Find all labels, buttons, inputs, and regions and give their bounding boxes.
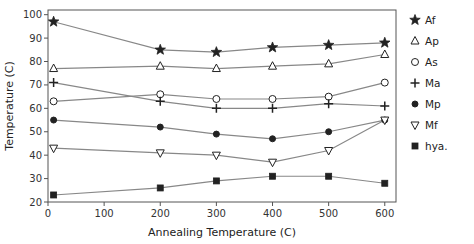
x-tick-label: 500 [319,208,338,219]
legend-label: As [425,56,438,68]
plot-data [48,16,390,198]
data-point [325,147,333,155]
x-tick [328,202,329,206]
legend-marker [412,101,418,107]
data-point [269,62,277,70]
x-tick [272,202,273,206]
data-point [212,104,221,113]
data-point [380,37,390,47]
legend-marker [411,122,419,130]
y-tick [44,178,48,179]
data-point [50,98,57,105]
y-axis-label: Temperature (C) [3,61,16,151]
series-line [54,176,385,195]
series-line [54,83,385,109]
data-point [156,97,165,106]
y-tick [44,131,48,132]
legend-label: Af [425,14,436,26]
data-point [325,59,333,67]
data-point [270,173,276,179]
data-point [267,42,277,52]
legend-label: Mp [425,98,441,110]
data-point [157,91,164,98]
data-point [213,131,219,137]
data-point [326,173,332,179]
data-point [323,40,333,50]
data-point [156,62,164,70]
y-tick-label: 30 [29,173,42,184]
data-point [157,185,163,191]
data-point [324,99,333,108]
y-tick [44,84,48,85]
legend-marker [412,143,418,149]
x-tick [48,202,49,206]
series-line [54,120,385,162]
data-point [212,152,220,160]
x-axis-label: Annealing Temperature (C) [148,226,296,239]
y-tick [44,202,48,203]
data-point [269,159,277,167]
data-point [49,78,58,87]
data-point [270,136,276,142]
data-point [381,117,389,125]
data-point [157,124,163,130]
data-point [155,44,165,54]
legend-label: Ma [425,77,441,89]
data-point [382,180,388,186]
legend-label: Ap [425,35,439,47]
series-line [54,22,385,52]
x-tick-label: 100 [95,208,114,219]
data-point [325,93,332,100]
data-point [211,47,221,57]
legend-marker [411,79,420,88]
x-tick [160,202,161,206]
y-tick [44,108,48,109]
data-point [50,145,58,153]
plot-frame [48,10,396,202]
x-tick-label: 300 [207,208,226,219]
x-tick [384,202,385,206]
legend-label: Mf [425,119,438,131]
x-tick-label: 600 [375,208,394,219]
y-tick-label: 60 [29,103,42,114]
y-tick-label: 100 [23,9,42,20]
x-tick-label: 200 [151,208,170,219]
data-point [269,95,276,102]
y-tick-label: 80 [29,56,42,67]
y-tick-label: 40 [29,150,42,161]
data-point [268,104,277,113]
legend-marker [410,15,420,25]
y-tick [44,14,48,15]
y-tick [44,155,48,156]
series-line [54,120,385,139]
x-tick-label: 400 [263,208,282,219]
data-point [381,79,388,86]
data-point [51,117,57,123]
y-tick-label: 20 [29,197,42,208]
data-point [380,102,389,111]
x-tick [216,202,217,206]
y-tick [44,38,48,39]
y-tick-label: 50 [29,126,42,137]
x-tick-label: 0 [45,208,51,219]
data-point [51,192,57,198]
data-point [212,64,220,72]
data-point [48,16,58,26]
x-tick [104,202,105,206]
legend-marker [411,37,419,45]
data-point [326,129,332,135]
data-point [213,178,219,184]
data-point [156,150,164,158]
legend: Af Ap As Ma Mp Mf hya. [410,14,448,152]
data-point [50,64,58,72]
legend-marker [412,59,419,66]
data-point [213,95,220,102]
y-tick-label: 70 [29,79,42,90]
y-tick [44,61,48,62]
chart: 0 100 200 300 400 500 600 20 30 40 50 60 70 80 90 100 An… [0,0,474,244]
data-point [381,50,389,58]
y-tick-label: 90 [29,33,42,44]
legend-label: hya. [425,140,448,152]
